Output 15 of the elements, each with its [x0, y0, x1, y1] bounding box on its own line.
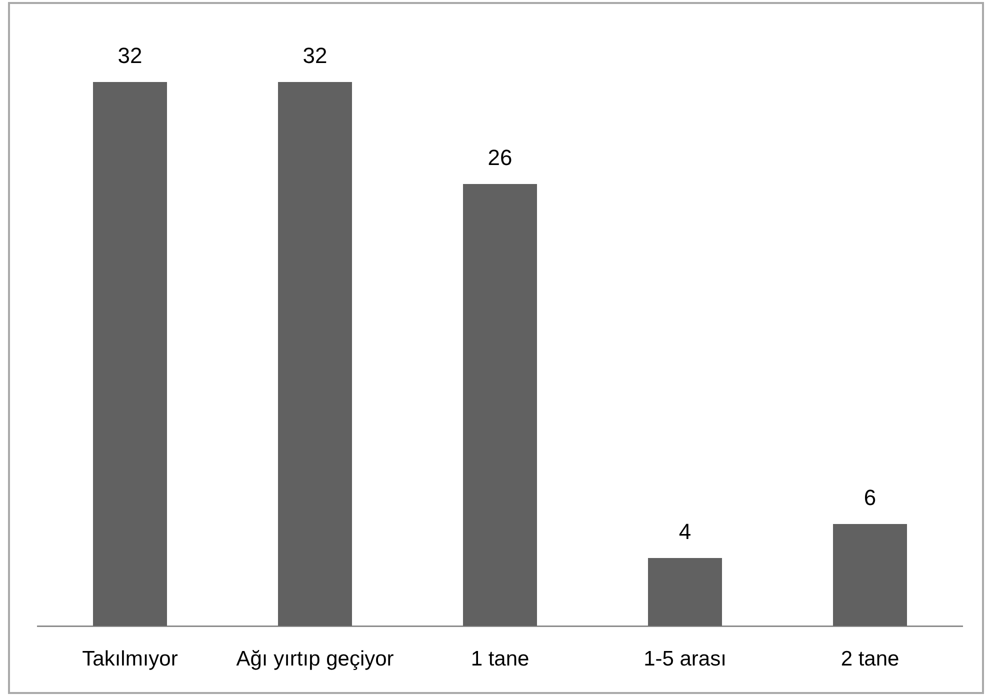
data-label: 4 — [678, 519, 692, 544]
bar — [93, 82, 167, 626]
x-tick-label: 2 tane — [840, 647, 900, 670]
bar — [463, 184, 537, 626]
x-tick-label: Ağı yırtıp geçiyor — [236, 647, 394, 670]
data-label: 6 — [864, 485, 876, 510]
data-label: 32 — [118, 43, 142, 68]
bar — [278, 82, 352, 626]
data-label: 32 — [302, 43, 328, 68]
data-label: 26 — [488, 145, 512, 170]
bar — [833, 524, 907, 626]
x-tick-label: 1-5 arası — [644, 647, 726, 670]
bar — [648, 558, 722, 626]
x-tick-label: Takılmıyor — [82, 647, 178, 670]
x-tick-label: 1 tane — [470, 647, 530, 670]
